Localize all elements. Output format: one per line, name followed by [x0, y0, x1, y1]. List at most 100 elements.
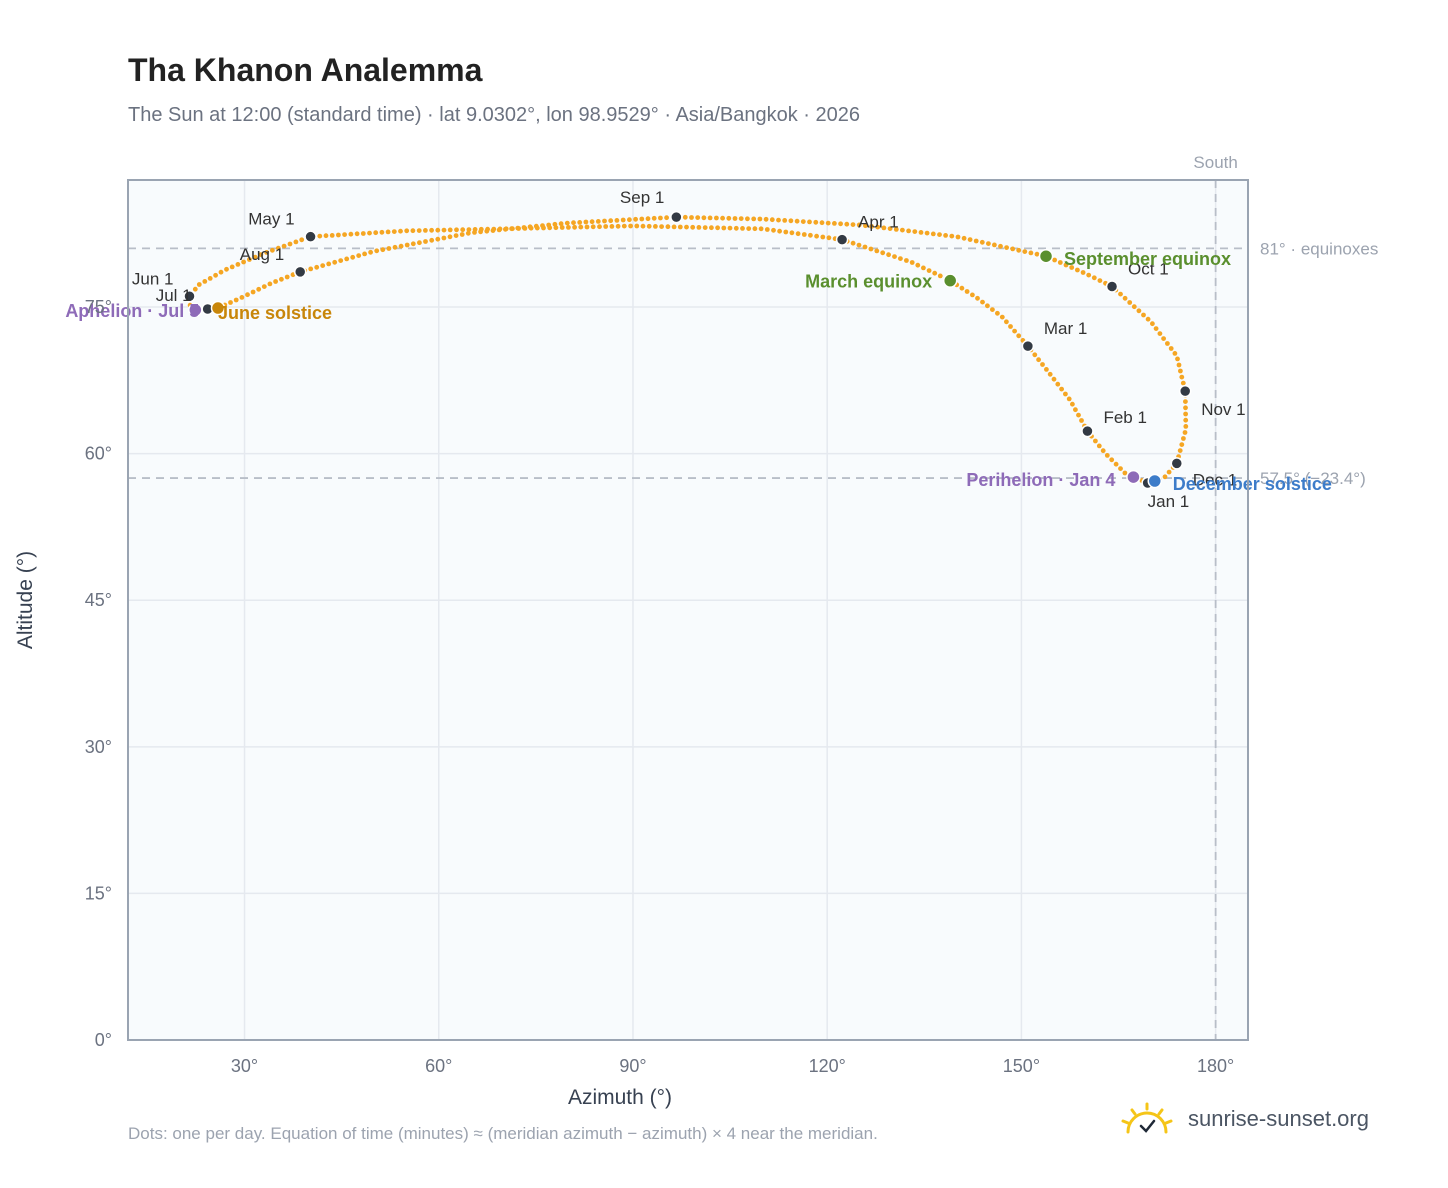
day-dot [1175, 356, 1180, 362]
y-tick-label: 75° [85, 297, 112, 317]
brand[interactable]: sunrise-sunset.org [1120, 1102, 1369, 1136]
month-label: Feb 1 [1103, 408, 1146, 427]
day-dot [595, 219, 601, 224]
day-dot [235, 262, 241, 267]
day-dot [1176, 362, 1182, 368]
day-dot [356, 253, 362, 258]
day-dot [1181, 436, 1186, 441]
day-dot [1109, 457, 1115, 463]
day-dot [441, 235, 447, 241]
month-marker [835, 233, 849, 246]
day-dot [484, 228, 490, 234]
day-dot [1086, 272, 1092, 278]
day-dot [651, 215, 657, 221]
brand-name[interactable]: sunrise-sunset.org [1188, 1106, 1369, 1131]
event-label: Aphelion · Jul 5 [65, 301, 199, 321]
day-dot [1066, 396, 1072, 402]
day-dot [1183, 405, 1188, 411]
day-dot [320, 263, 326, 268]
day-dot [552, 221, 558, 227]
day-dot [995, 310, 1000, 316]
day-dot [1180, 380, 1186, 386]
day-dot [715, 225, 720, 231]
day-dot [738, 216, 744, 222]
day-dot [959, 285, 965, 291]
day-dot [900, 227, 905, 233]
day-dot [1122, 470, 1128, 476]
day-dot [490, 228, 496, 234]
day-dot [367, 230, 372, 236]
day-dot [1118, 291, 1123, 297]
day-dot [273, 279, 278, 284]
day-dot [826, 235, 832, 241]
day-dot [287, 241, 293, 247]
day-dot [970, 292, 975, 298]
day-dot [1028, 250, 1034, 256]
day-dot [1177, 448, 1183, 453]
month-label: Nov 1 [1201, 400, 1245, 419]
day-dot [465, 230, 471, 236]
day-dot [338, 258, 344, 263]
day-dot [314, 264, 320, 270]
day-dot [1010, 246, 1016, 252]
day-dot [1070, 401, 1075, 407]
x-tick-label: 180° [1197, 1056, 1234, 1076]
day-dot [998, 243, 1003, 249]
day-dot [202, 279, 208, 284]
day-dot [354, 231, 360, 237]
day-dot [429, 227, 434, 233]
day-dot [898, 256, 903, 261]
day-dot [1093, 438, 1098, 444]
day-dot [937, 232, 942, 238]
day-dot [410, 241, 416, 247]
day-dot [904, 258, 909, 263]
day-dot [1036, 357, 1041, 363]
event-marker [1126, 469, 1141, 485]
day-dot [515, 225, 521, 231]
day-dot [261, 284, 267, 289]
day-dot [1113, 461, 1119, 467]
month-label: Dec 1 [1193, 470, 1237, 489]
day-dot [752, 226, 758, 232]
day-dot [478, 229, 483, 235]
y-axis-label: Altitude (°) [14, 551, 37, 649]
day-dot [392, 244, 398, 250]
day-dot [967, 237, 973, 243]
day-dot [1012, 328, 1017, 334]
day-dot [342, 232, 347, 238]
day-dot [689, 215, 694, 220]
day-dot [782, 218, 788, 223]
day-dot [1141, 312, 1146, 318]
event-marker [942, 273, 958, 288]
day-dot [1162, 474, 1168, 480]
day-dot [454, 227, 459, 233]
day-dot [992, 242, 997, 248]
day-dot [776, 217, 781, 223]
day-dot [714, 215, 719, 221]
day-dot [862, 244, 868, 250]
month-label: Oct 1 [1128, 260, 1169, 279]
day-dot [937, 273, 943, 279]
day-dot [808, 232, 813, 238]
day-dot [874, 248, 880, 254]
day-dot [1097, 278, 1103, 283]
day-dot [1136, 308, 1142, 314]
day-dot [1079, 418, 1084, 423]
day-dot [308, 266, 314, 272]
day-dot [932, 270, 938, 276]
day-dot [825, 220, 831, 226]
day-dot [794, 218, 800, 224]
day-dot [880, 250, 886, 256]
day-dot [1057, 260, 1063, 265]
day-dot [909, 260, 915, 265]
day-dot [344, 256, 350, 262]
day-dot [1100, 448, 1106, 454]
day-dot [892, 254, 897, 259]
day-dot [1096, 443, 1102, 449]
day-dot [503, 226, 508, 232]
day-dot [664, 215, 669, 221]
day-dot [627, 217, 632, 223]
day-dot [1182, 430, 1188, 435]
day-dot [447, 234, 453, 240]
y-tick-label: 60° [85, 444, 112, 464]
